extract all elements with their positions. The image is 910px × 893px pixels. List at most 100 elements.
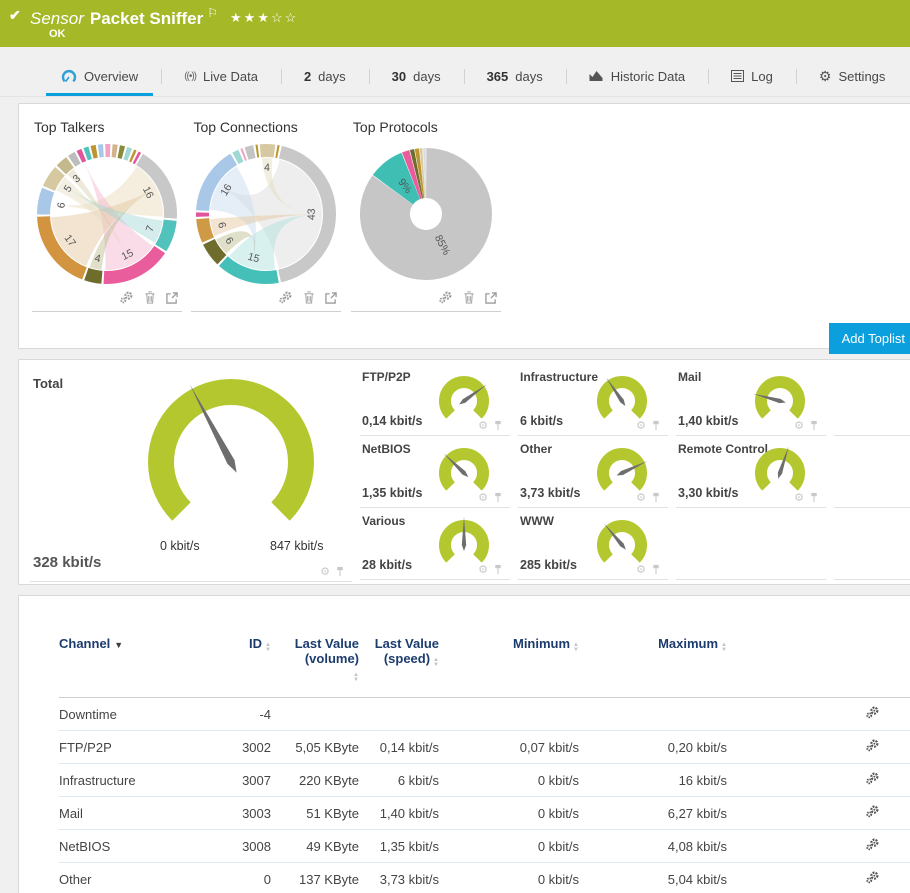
log-icon [731, 70, 745, 82]
tab-2-days[interactable]: 2 days [280, 60, 369, 96]
toplist-top-protocols: Top Protocols 85% 9% [350, 117, 501, 312]
column-header-last-value-speed[interactable]: Last Value (speed) ▲ ▼ [374, 636, 439, 668]
channel-settings-icon[interactable] [865, 772, 880, 785]
channel-gauge [597, 520, 647, 563]
edit-toplist-icon[interactable] [119, 291, 134, 304]
delete-toplist-icon[interactable] [303, 291, 315, 304]
pin-icon[interactable] [336, 566, 344, 577]
gauge-settings-icon[interactable]: ⚙ [636, 419, 646, 432]
sort-icons: ▲ ▼ [721, 642, 727, 653]
cell-channel: Infrastructure [59, 772, 136, 788]
channel-value: 28 kbit/s [362, 558, 413, 572]
cell-min: 0 kbit/s [537, 838, 579, 854]
toplist-top-talkers: Top Talkers 16 7 15 4 17 6 5 3 [32, 117, 182, 312]
tab-log[interactable]: Log [708, 60, 796, 96]
pin-icon[interactable] [494, 420, 502, 431]
pin-icon[interactable] [810, 492, 818, 503]
edit-toplist-icon[interactable] [278, 291, 293, 304]
pin-icon[interactable] [652, 420, 660, 431]
tab-label: Settings [838, 68, 886, 84]
channel-gauge-grid: FTP/P2P 0,14 kbit/s ⚙ Infrastructure 6 k… [360, 364, 910, 584]
svg-text:15: 15 [247, 251, 262, 266]
sort-icons: ▲ ▼ [433, 657, 439, 668]
delete-toplist-icon[interactable] [463, 291, 475, 304]
status-badge: OK [49, 28, 66, 40]
toplist-toolbar [191, 289, 342, 312]
open-toplist-icon[interactable] [325, 291, 338, 304]
gauge-settings-icon[interactable]: ⚙ [478, 491, 488, 504]
priority-stars[interactable]: ★★★☆☆ [230, 10, 299, 25]
tab-historic-data[interactable]: Historic Data [565, 60, 708, 96]
gauge-cell-infrastructure: Infrastructure 6 kbit/s ⚙ [518, 364, 668, 436]
column-header-channel[interactable]: Channel ▼ [59, 636, 124, 651]
gauge-settings-icon[interactable]: ⚙ [794, 491, 804, 504]
tab-label: days [318, 68, 346, 84]
gauge-cell-mail: Mail 1,40 kbit/s ⚙ [676, 364, 826, 436]
gauge-cell-ftp-p2p: FTP/P2P 0,14 kbit/s ⚙ [360, 364, 510, 436]
channel-value: 3,73 kbit/s [520, 486, 581, 500]
pin-icon[interactable] [810, 420, 818, 431]
channel-value: 285 kbit/s [520, 558, 577, 572]
channel-settings-icon[interactable] [865, 805, 880, 818]
channel-settings-icon[interactable] [865, 871, 880, 884]
gauge-cell-various: Various 28 kbit/s ⚙ [360, 508, 510, 580]
open-toplist-icon[interactable] [485, 291, 497, 304]
sort-icons: ▲ ▼ [573, 642, 579, 653]
gauge-min-label: 0 kbit/s [160, 539, 200, 553]
edit-toplist-icon[interactable] [438, 291, 453, 304]
tab-overview[interactable]: Overview [38, 60, 161, 96]
svg-text:7: 7 [144, 224, 157, 234]
gauge-cell-empty [676, 508, 826, 580]
cell-speed: 6 kbit/s [397, 772, 439, 788]
delete-toplist-icon[interactable] [144, 291, 156, 304]
cell-min: 0 kbit/s [537, 805, 579, 821]
pin-icon[interactable] [652, 492, 660, 503]
top-connections-chart[interactable]: 4 43 15 6 6 16 [191, 139, 341, 289]
toplist-title: Top Protocols [352, 119, 438, 135]
channel-label: WWW [520, 514, 554, 528]
gauge-cell-empty [834, 436, 910, 508]
column-header-id[interactable]: ID ▲ ▼ [249, 636, 271, 653]
total-gauge [148, 379, 314, 521]
channel-settings-icon[interactable] [865, 706, 880, 719]
svg-text:16: 16 [219, 182, 235, 198]
channel-settings-icon[interactable] [865, 739, 880, 752]
cell-speed: 1,40 kbit/s [379, 805, 439, 821]
gauge-settings-icon[interactable]: ⚙ [636, 563, 646, 576]
cell-channel: Mail [59, 805, 83, 821]
svg-text:4: 4 [264, 162, 270, 174]
gauge-cell-remote-control: Remote Control 3,30 kbit/s ⚙ [676, 436, 826, 508]
channel-value: 3,30 kbit/s [678, 486, 739, 500]
cell-speed: 3,73 kbit/s [379, 871, 439, 887]
tab-settings[interactable]: ⚙ Settings [795, 60, 909, 96]
cell-speed: 1,35 kbit/s [379, 838, 439, 854]
top-protocols-chart[interactable]: 85%9% [351, 139, 501, 289]
gauge-settings-icon[interactable]: ⚙ [478, 563, 488, 576]
channel-gauge [755, 446, 805, 491]
gauge-settings-icon[interactable]: ⚙ [320, 565, 330, 578]
sensor-type-label: Sensor [30, 9, 84, 28]
tab-live-data[interactable]: ((•)) Live Data [161, 60, 281, 96]
channel-label: NetBIOS [362, 442, 411, 456]
add-toplist-button[interactable]: Add Toplist [828, 323, 910, 354]
gauge-cell-netbios: NetBIOS 1,35 kbit/s ⚙ [360, 436, 510, 508]
svg-text:16: 16 [140, 185, 156, 201]
tab-30-days[interactable]: 30 days [368, 60, 464, 96]
svg-text:4: 4 [94, 252, 102, 265]
open-toplist-icon[interactable] [166, 291, 178, 304]
column-header-minimum[interactable]: Minimum ▲ ▼ [512, 636, 579, 653]
column-header-maximum[interactable]: Maximum ▲ ▼ [658, 636, 727, 653]
flag-icon[interactable]: ⚐ [207, 6, 219, 20]
pin-icon[interactable] [494, 492, 502, 503]
total-gauge-cell: Total 0 kbit/s 847 kbit/s 328 kbit/s ⚙ [30, 364, 352, 582]
pin-icon[interactable] [494, 564, 502, 575]
pin-icon[interactable] [652, 564, 660, 575]
gauge-settings-icon[interactable]: ⚙ [478, 419, 488, 432]
gauge-settings-icon[interactable]: ⚙ [636, 491, 646, 504]
tab-365-days[interactable]: 365 days [463, 60, 566, 96]
toplists-panel: Top Talkers 16 7 15 4 17 6 5 3 Top Connections … [18, 103, 910, 354]
channel-settings-icon[interactable] [865, 838, 880, 851]
column-header-last-value-volume[interactable]: Last Value (volume) ▲ ▼ [294, 636, 359, 683]
gauge-settings-icon[interactable]: ⚙ [794, 419, 804, 432]
